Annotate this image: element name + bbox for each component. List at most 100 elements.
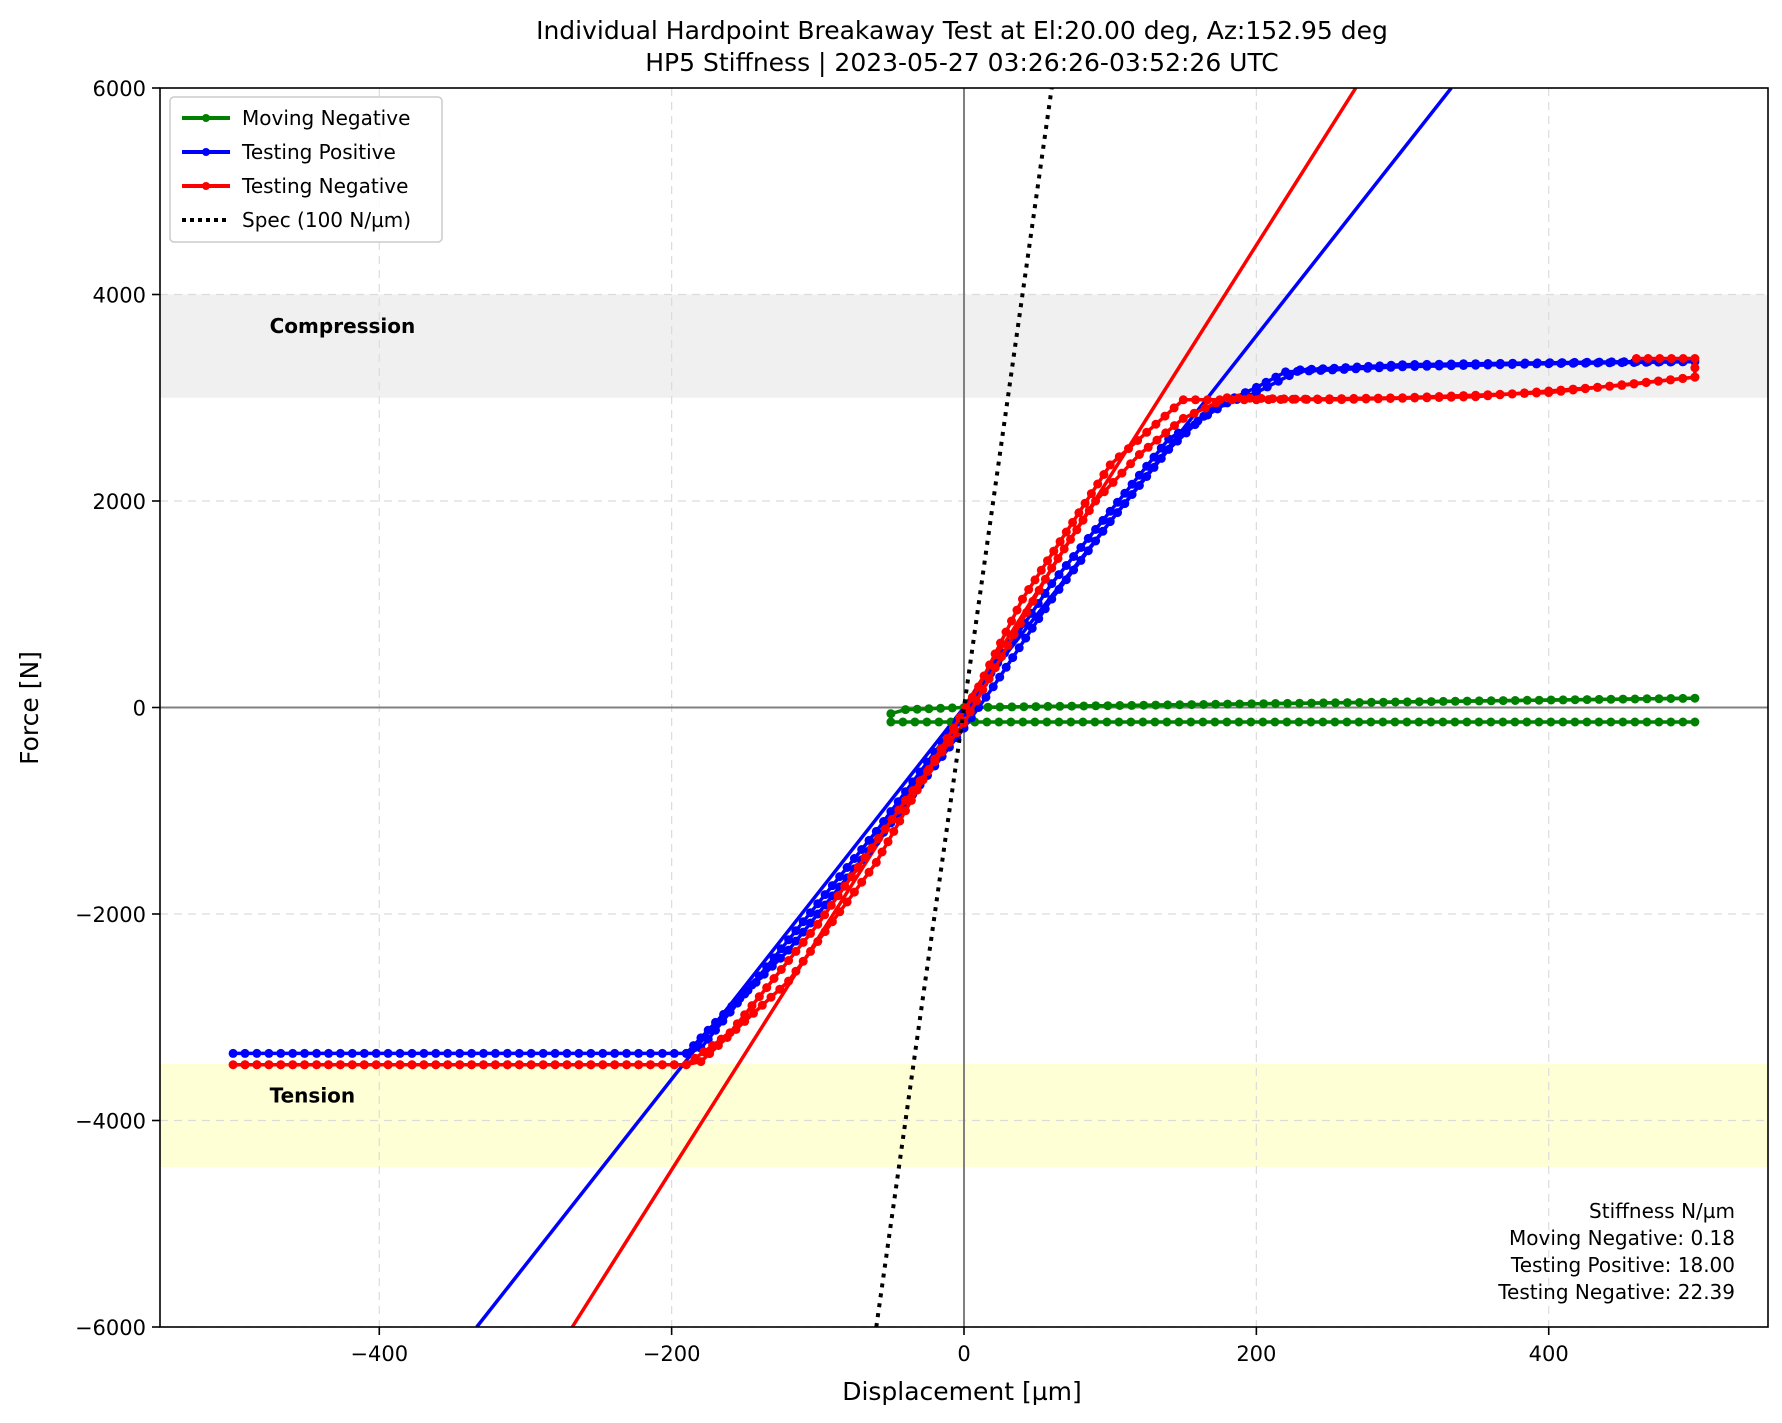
data-point	[1568, 384, 1578, 394]
data-point	[288, 1060, 298, 1070]
data-point	[922, 717, 932, 727]
data-point	[1200, 403, 1210, 413]
data-point	[995, 702, 1005, 712]
data-point	[1134, 470, 1144, 480]
data-point	[1019, 702, 1029, 712]
data-point	[725, 1007, 735, 1017]
data-point	[1152, 435, 1162, 445]
legend-marker-moving-negative	[202, 114, 210, 122]
data-point	[1053, 554, 1063, 563]
data-point	[1223, 699, 1233, 709]
data-point	[1593, 382, 1602, 392]
data-point	[1349, 394, 1359, 404]
data-point	[1434, 393, 1444, 402]
data-point	[1325, 395, 1334, 405]
data-point	[395, 1048, 405, 1058]
x-tick-label: 400	[1529, 1342, 1569, 1366]
data-point	[895, 816, 905, 826]
data-point	[883, 837, 893, 847]
data-point	[1068, 517, 1078, 527]
data-point	[574, 1048, 584, 1058]
data-point	[1149, 452, 1159, 462]
data-point	[757, 1000, 767, 1010]
data-point	[312, 1060, 322, 1070]
data-point	[990, 663, 1000, 673]
data-point	[1330, 698, 1340, 708]
data-point	[1015, 618, 1025, 628]
data-point	[912, 704, 922, 714]
data-point	[972, 696, 981, 706]
data-point	[335, 1048, 345, 1058]
data-point	[407, 1048, 417, 1058]
data-point	[1354, 717, 1364, 727]
data-point	[1690, 363, 1700, 373]
data-point	[1162, 717, 1172, 727]
data-point	[820, 910, 830, 920]
data-point	[1438, 696, 1448, 706]
data-point	[455, 1060, 465, 1070]
data-point	[1069, 552, 1079, 561]
data-point	[646, 1060, 655, 1070]
data-point	[1001, 662, 1011, 672]
data-point	[1594, 357, 1604, 367]
data-point	[1262, 382, 1272, 392]
data-point	[514, 1060, 524, 1070]
data-point	[1091, 496, 1101, 506]
data-point	[1605, 381, 1615, 391]
stiffness-moving-negative: Moving Negative: 0.18	[1509, 1226, 1735, 1250]
data-point	[622, 1048, 632, 1058]
data-point	[1498, 717, 1508, 727]
data-point	[1618, 694, 1628, 704]
data-point	[1446, 392, 1456, 402]
data-point	[775, 984, 785, 994]
data-point	[1183, 422, 1193, 432]
data-point	[842, 897, 852, 907]
data-point	[1235, 699, 1245, 709]
data-point	[1690, 693, 1700, 703]
data-point	[740, 1010, 750, 1020]
data-point	[1120, 488, 1130, 498]
data-point	[1030, 717, 1040, 727]
data-point	[1653, 376, 1663, 386]
data-point	[703, 1025, 713, 1035]
data-point	[1234, 393, 1243, 403]
data-point	[1341, 363, 1351, 373]
data-point	[923, 766, 932, 776]
data-point	[1102, 717, 1112, 727]
data-point	[915, 767, 925, 777]
data-point	[1483, 391, 1493, 401]
data-point	[1163, 700, 1173, 710]
data-point	[1378, 717, 1388, 727]
data-point	[252, 1060, 262, 1070]
data-point	[1080, 498, 1090, 508]
data-point	[1210, 717, 1220, 727]
data-point	[586, 1060, 596, 1070]
data-point	[431, 1048, 441, 1058]
legend: Moving Negative Testing Positive Testing…	[169, 96, 443, 243]
data-point	[1178, 413, 1188, 423]
data-point	[1666, 717, 1676, 727]
data-point	[252, 1048, 262, 1058]
data-point	[1678, 374, 1688, 383]
data-point	[1043, 701, 1053, 711]
data-point	[490, 1048, 500, 1058]
data-point	[798, 937, 808, 947]
data-point	[1532, 387, 1541, 397]
data-point	[1093, 479, 1103, 489]
data-point	[1191, 395, 1200, 405]
data-point	[835, 907, 845, 917]
data-point	[1178, 395, 1188, 405]
data-point	[879, 817, 889, 826]
data-point	[634, 1048, 644, 1058]
data-point	[1678, 693, 1688, 703]
data-point	[646, 1048, 655, 1058]
data-point	[1375, 361, 1385, 371]
data-point	[1690, 717, 1700, 727]
data-point	[762, 983, 772, 993]
data-point	[1354, 698, 1364, 707]
data-point	[1438, 717, 1448, 727]
data-point	[893, 797, 903, 807]
data-point	[1175, 700, 1185, 710]
data-point	[1319, 698, 1328, 708]
